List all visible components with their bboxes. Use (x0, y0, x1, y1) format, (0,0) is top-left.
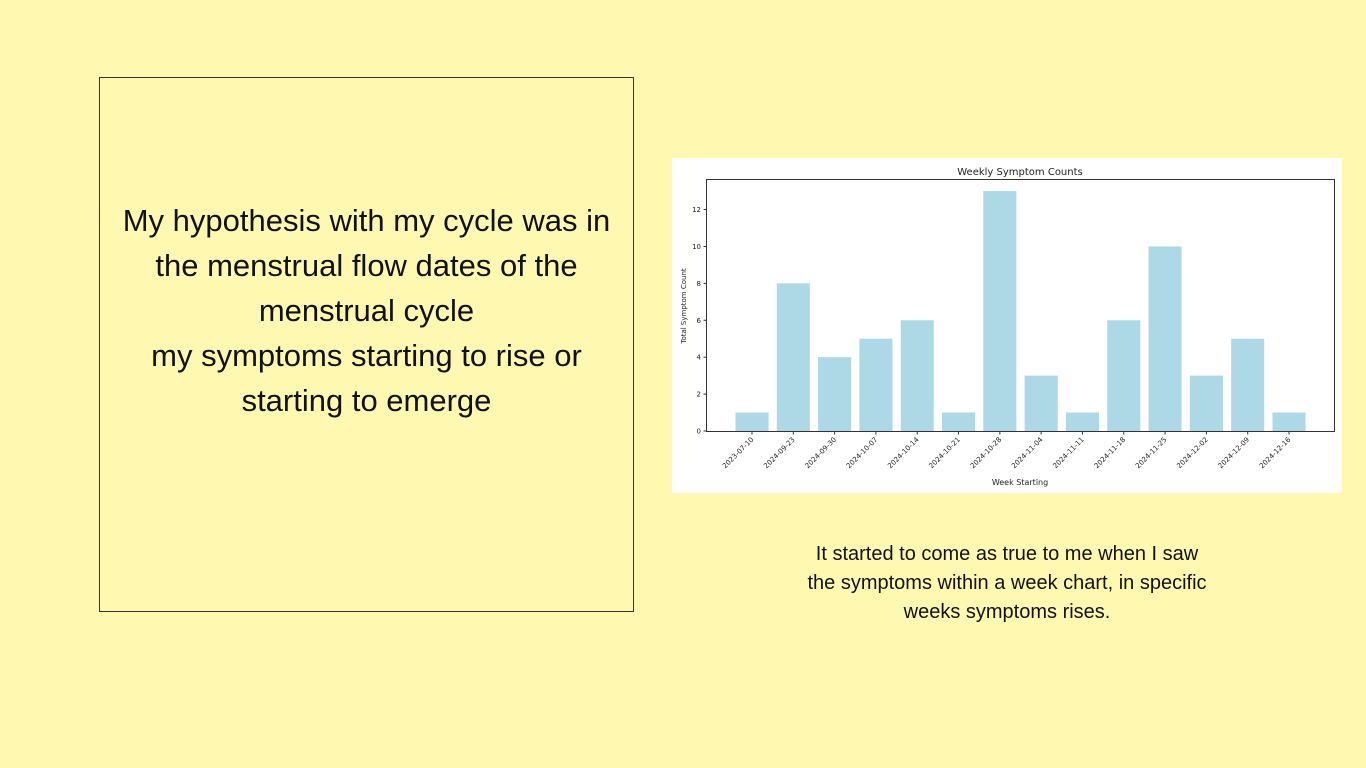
weekly-symptom-chart: Weekly Symptom Counts 0 2 4 6 8 10 12 2023-07-… (680, 167, 1335, 487)
y-tick-label: 4 (697, 354, 702, 362)
bar-2024-10-07 (859, 338, 893, 431)
bar-2023-07-10 (735, 412, 769, 431)
x-tick-label: 2024-10-14 (886, 435, 921, 470)
y-tick-label: 0 (697, 428, 701, 436)
hypothesis-box: My hypothesis with my cycle was in the m… (99, 77, 634, 612)
bar-2024-11-04 (1024, 375, 1058, 431)
x-tick-label: 2024-11-04 (1010, 435, 1045, 470)
y-tick-label: 12 (692, 206, 701, 214)
bar-2024-12-16 (1272, 412, 1306, 431)
x-tick-label: 2024-11-25 (1134, 436, 1168, 470)
x-tick-label: 2024-12-02 (1175, 436, 1209, 470)
bar-2024-12-02 (1189, 375, 1223, 431)
y-tick-label: 8 (697, 280, 701, 288)
bar-2024-09-30 (818, 357, 852, 431)
hypothesis-line: my symptoms starting to rise or (151, 338, 582, 373)
x-tick-label: 2024-09-30 (804, 436, 838, 470)
hypothesis-line: My hypothesis with my cycle was in (122, 203, 611, 238)
y-tick-label: 6 (697, 317, 702, 325)
x-tick-label: 2024-10-28 (969, 436, 1003, 470)
bar-2024-09-23 (776, 283, 810, 431)
bar-2024-10-28 (983, 191, 1017, 431)
y-tick-label: 10 (692, 243, 701, 251)
bar-2024-12-09 (1231, 338, 1265, 431)
bar-2024-11-11 (1065, 412, 1099, 431)
x-axis: 2023-07-10 2024-09-23 2024-09-30 2024-10-07… (721, 431, 1293, 470)
y-tick-label: 2 (697, 391, 701, 399)
caption-line: It started to come as true to me when I … (815, 543, 1199, 565)
chart-title: Weekly Symptom Counts (957, 167, 1083, 178)
caption-line: weeks symptoms rises. (903, 601, 1111, 623)
x-tick-label: 2024-09-23 (762, 436, 796, 470)
x-tick-label: 2024-12-09 (1217, 436, 1251, 470)
x-tick-label: 2024-10-07 (845, 436, 879, 470)
hypothesis-line: starting to emerge (241, 383, 492, 418)
x-tick-label: 2024-10-21 (928, 436, 962, 470)
hypothesis-text: My hypothesis with my cycle was in the m… (123, 198, 611, 423)
chart-card: Weekly Symptom Counts 0 2 4 6 8 10 12 2023-07-… (672, 158, 1342, 493)
bar-2024-10-14 (900, 320, 934, 431)
x-axis-label: Week Starting (992, 478, 1048, 487)
bar-2024-10-21 (942, 412, 976, 431)
caption: It started to come as true to me when I … (760, 540, 1254, 627)
y-axis-label: Total Symptom Count (680, 268, 688, 345)
plot-frame (706, 179, 1335, 432)
bar-2024-11-18 (1107, 320, 1141, 431)
bar-2024-11-25 (1148, 246, 1182, 431)
bars-layer (735, 191, 1306, 431)
x-tick-label: 2024-11-18 (1093, 436, 1127, 470)
hypothesis-line: menstrual cycle (258, 293, 475, 328)
x-tick-label: 2023-07-10 (721, 436, 755, 470)
y-axis: 0 2 4 6 8 10 12 (692, 206, 707, 436)
hypothesis-line: the menstrual flow dates of the (155, 248, 578, 283)
x-tick-label: 2024-11-11 (1051, 436, 1085, 470)
x-tick-label: 2024-12-16 (1258, 435, 1293, 470)
caption-line: the symptoms within a week chart, in spe… (807, 572, 1207, 594)
